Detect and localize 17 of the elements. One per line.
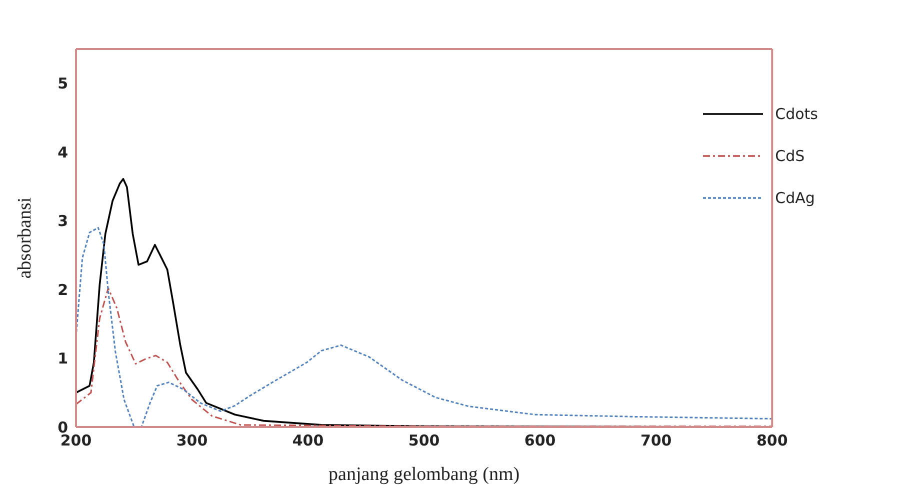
y-tick-label: 2 [58,280,68,299]
y-tick-label: 5 [58,74,68,93]
y-tick-label: 1 [58,350,68,368]
x-tick-label: 800 [756,432,788,450]
y-tick-label: 3 [58,212,68,230]
legend-label: CdAg [775,189,815,207]
x-tick-label: 700 [640,432,672,450]
legend-label: CdS [775,147,805,165]
y-axis-title: absorbansi [14,197,36,279]
x-axis-title: panjang gelombang (nm) [328,464,520,485]
legend-label: Cdots [775,105,818,123]
x-tick-label: 200 [60,432,92,450]
x-tick-label: 600 [524,432,556,450]
x-tick-label: 400 [292,432,324,450]
x-tick-label: 500 [408,432,440,450]
y-tick-label: 4 [58,143,68,162]
x-tick-label: 300 [176,432,208,450]
